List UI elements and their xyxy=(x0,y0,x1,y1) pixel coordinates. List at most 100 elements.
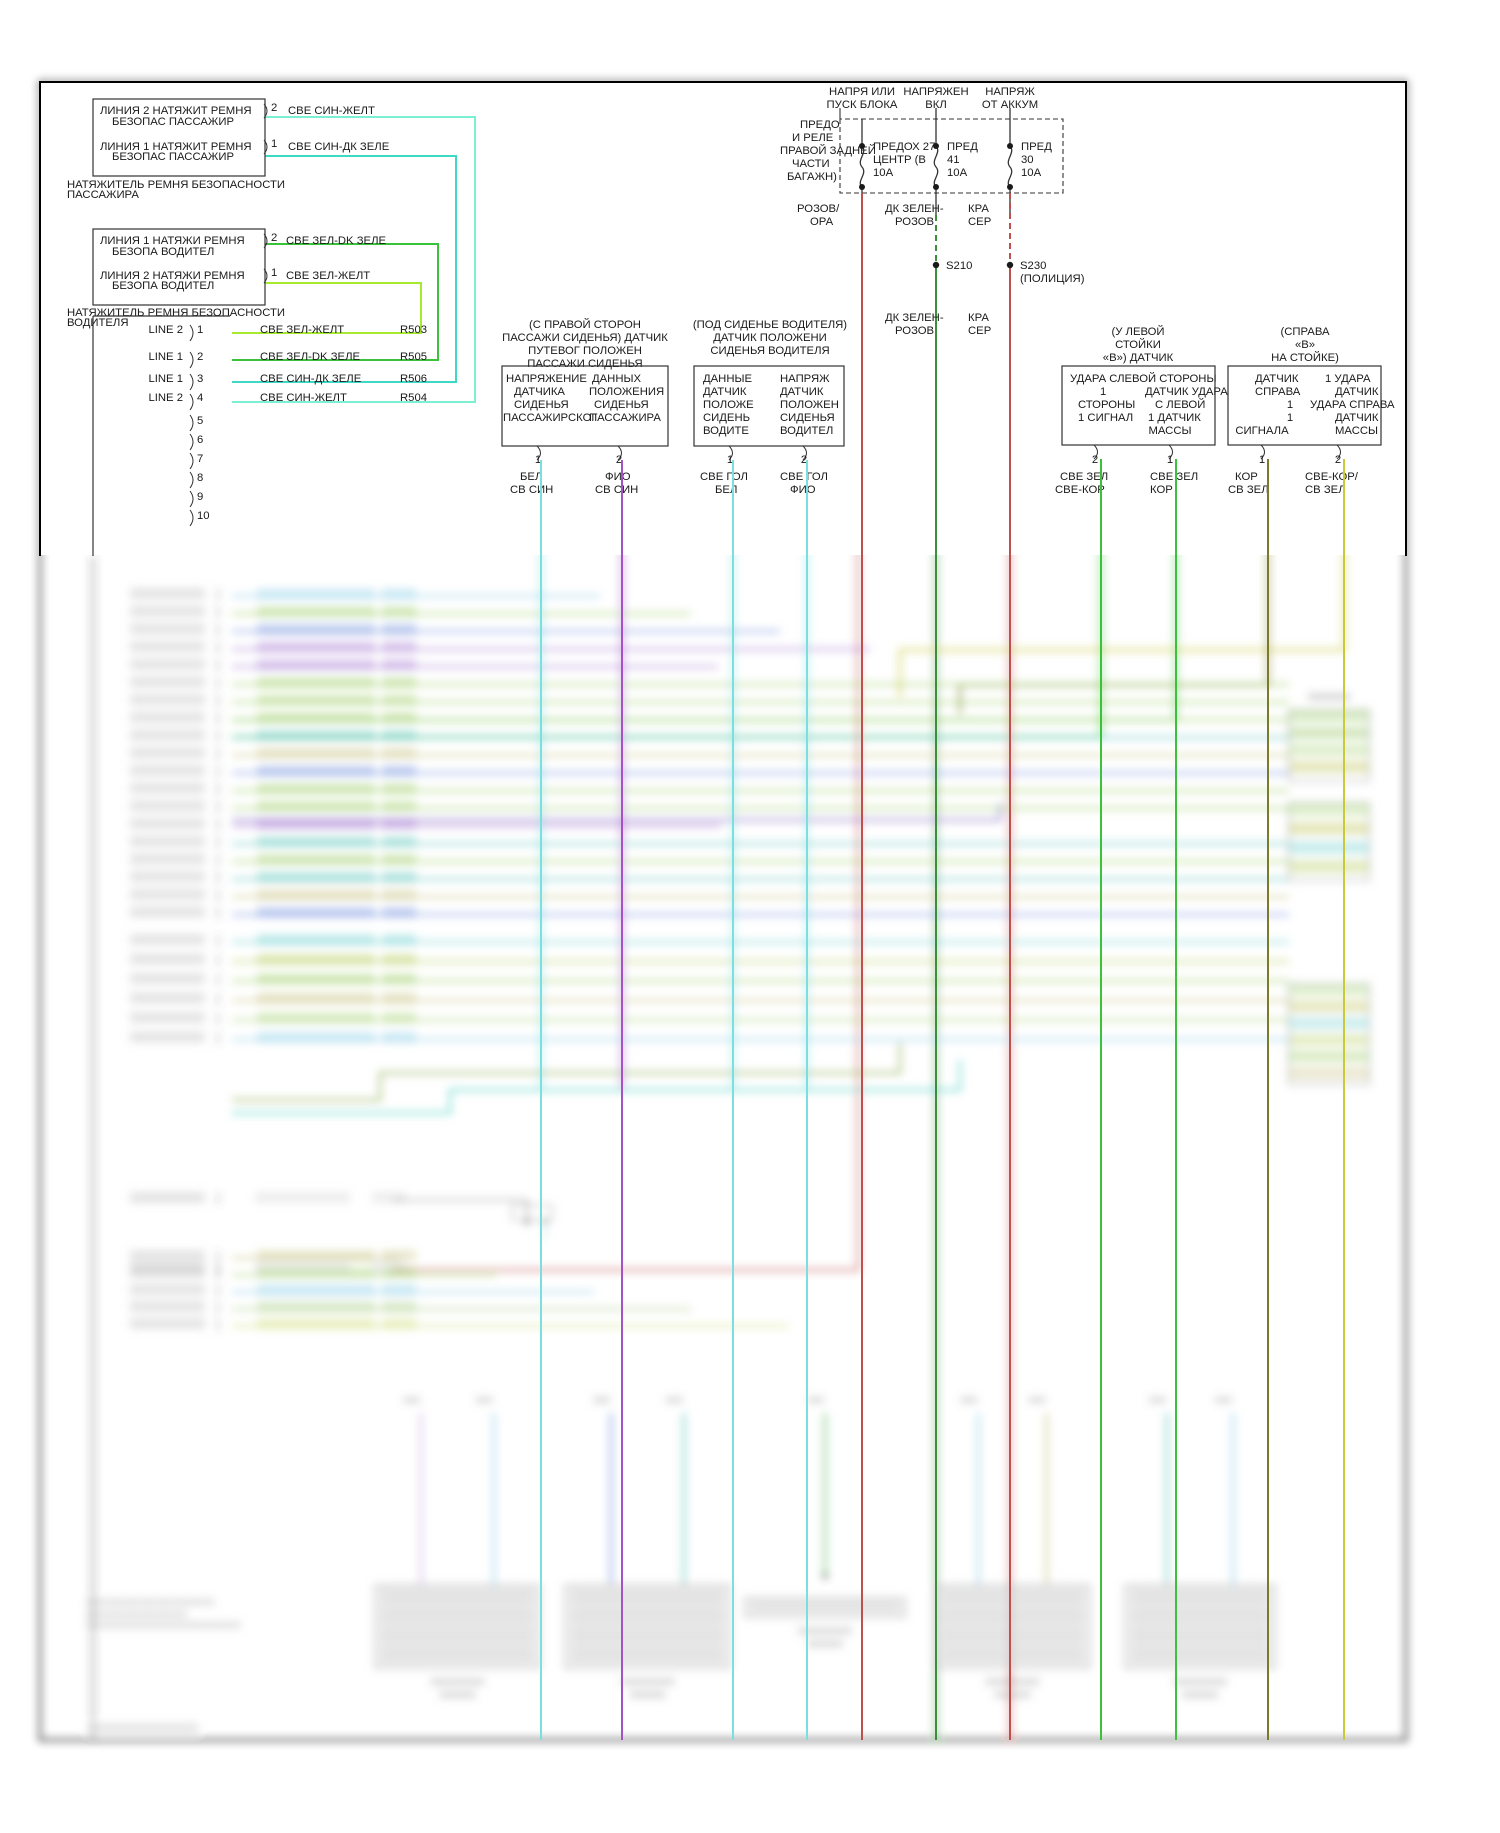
svg-text:ДАТЧИК: ДАТЧИК xyxy=(1335,412,1379,424)
svg-text:XXX: XXX xyxy=(666,1395,683,1405)
svg-text:СТОЙКИ: СТОЙКИ xyxy=(1115,338,1161,351)
svg-text:XXXXXXXXX: XXXXXXXXX xyxy=(1173,1677,1227,1687)
svg-text:КРА: КРА xyxy=(968,312,989,324)
svg-text:СИГНАЛА: СИГНАЛА xyxy=(1235,425,1289,437)
svg-text:1: 1 xyxy=(271,138,277,150)
svg-text:1: 1 xyxy=(1259,454,1265,466)
svg-text:(С ПРАВОЙ СТОРОН: (С ПРАВОЙ СТОРОН xyxy=(529,318,641,331)
svg-text:ФИО: ФИО xyxy=(790,484,816,496)
svg-text:1 СИГНАЛ: 1 СИГНАЛ xyxy=(1078,412,1133,424)
svg-text:«В») ДАТЧИК: «В») ДАТЧИК xyxy=(1103,352,1174,364)
svg-text:СВЕ ЗЕЛ-DK ЗЕЛЕ: СВЕ ЗЕЛ-DK ЗЕЛЕ xyxy=(286,235,387,247)
svg-text:РОЗОВ: РОЗОВ xyxy=(895,216,934,228)
svg-text:1: 1 xyxy=(1287,412,1293,424)
svg-text:XXXXXXXXX: XXXXXXXXX xyxy=(430,1677,484,1687)
svg-text:НАПРЯЖЕН: НАПРЯЖЕН xyxy=(903,86,968,98)
svg-text:ПУСК БЛОКА: ПУСК БЛОКА xyxy=(827,99,898,111)
svg-text:XXXXXXXXXXXXXXXXXXXXXXXXXXXXX: XXXXXXXXXXXXXXXXXXXXXXXXXXXXX xyxy=(86,1621,241,1630)
svg-text:НА СТОЙКЕ): НА СТОЙКЕ) xyxy=(1271,351,1339,364)
svg-text:СИДЕНЬЯ: СИДЕНЬЯ xyxy=(594,399,649,411)
svg-text:XXXXXXXXX: XXXXXXXXX xyxy=(620,1677,674,1687)
svg-text:КОР: КОР xyxy=(1150,484,1173,496)
svg-text:10А: 10А xyxy=(947,167,968,179)
svg-text:XXX: XXX xyxy=(403,1395,420,1405)
svg-text:СВЕ-КОР: СВЕ-КОР xyxy=(1055,484,1105,496)
svg-text:БЕЗОПАС ПАССАЖИР: БЕЗОПАС ПАССАЖИР xyxy=(112,151,234,163)
svg-text:МАССЫ: МАССЫ xyxy=(1335,425,1378,437)
svg-text:СВЕ ЗЕЛ-ЖЕЛТ: СВЕ ЗЕЛ-ЖЕЛТ xyxy=(286,270,370,282)
svg-text:XXXXXX: XXXXXX xyxy=(994,1690,1030,1700)
svg-text:СПРАВА: СПРАВА xyxy=(1255,386,1301,398)
svg-text:СИДЕНЬЯ: СИДЕНЬЯ xyxy=(514,399,569,411)
svg-text:ПОЛОЖЕНИЯ: ПОЛОЖЕНИЯ xyxy=(589,386,664,398)
svg-text:ПРЕДО: ПРЕДО xyxy=(800,119,840,131)
svg-text:S210: S210 xyxy=(946,260,972,272)
svg-text:ПАССАЖИРСКОГ: ПАССАЖИРСКОГ xyxy=(503,412,597,424)
svg-text:2: 2 xyxy=(271,232,277,244)
svg-text:ВОДИТЕ: ВОДИТЕ xyxy=(703,425,749,437)
svg-text:ДАТЧИК УДАРА: ДАТЧИК УДАРА xyxy=(1145,386,1228,398)
svg-text:2: 2 xyxy=(271,102,277,114)
svg-text:ПРЕД: ПРЕД xyxy=(1021,141,1052,153)
svg-text:R503: R503 xyxy=(400,324,427,336)
svg-text:НАПРЯ ИЛИ: НАПРЯ ИЛИ xyxy=(829,86,895,98)
svg-text:XXXXXXXXXXXXXXXXXXXXXXXX: XXXXXXXXXXXXXXXXXXXXXXXX xyxy=(86,1598,215,1607)
svg-text:(ПОД СИДЕНЬЕ ВОДИТЕЛЯ): (ПОД СИДЕНЬЕ ВОДИТЕЛЯ) xyxy=(693,319,847,331)
svg-text:5: 5 xyxy=(197,415,203,427)
svg-text:LINE 1: LINE 1 xyxy=(148,351,183,363)
svg-text:СВЕ СИН-ДК ЗЕЛЕ: СВЕ СИН-ДК ЗЕЛЕ xyxy=(260,373,362,385)
svg-text:ДАТЧИК: ДАТЧИК xyxy=(703,386,747,398)
svg-text:СТОРОНЫ: СТОРОНЫ xyxy=(1078,399,1135,411)
svg-text:ДАТЧИКА: ДАТЧИКА xyxy=(514,386,565,398)
svg-text:41: 41 xyxy=(947,154,960,166)
svg-text:ДАТЧИК: ДАТЧИК xyxy=(1255,373,1299,385)
svg-text:XXX: XXX xyxy=(960,1395,977,1405)
svg-text:XXX: XXX xyxy=(1149,1395,1166,1405)
svg-text:БЕЗОПА ВОДИТЕЛ: БЕЗОПА ВОДИТЕЛ xyxy=(112,246,214,258)
svg-text:СЕР: СЕР xyxy=(968,325,991,337)
svg-text:СЕР: СЕР xyxy=(968,216,991,228)
svg-text:1 ДАТЧИК: 1 ДАТЧИК xyxy=(1148,412,1201,424)
svg-text:1 УДАРА: 1 УДАРА xyxy=(1325,373,1371,385)
svg-text:XXX: XXX xyxy=(1215,1395,1232,1405)
svg-text:ДАННЫХ: ДАННЫХ xyxy=(592,373,642,385)
svg-text:8: 8 xyxy=(197,472,203,484)
svg-text:ДАТЧИК ПОЛОЖЕНИ: ДАТЧИК ПОЛОЖЕНИ xyxy=(713,332,827,344)
svg-text:РОЗОВ: РОЗОВ xyxy=(895,325,934,337)
svg-text:БЕЛ: БЕЛ xyxy=(715,484,737,496)
svg-text:СВ ЗЕЛ: СВ ЗЕЛ xyxy=(1305,484,1346,496)
svg-text:XXXXXXXXXXXXXXXXXXX: XXXXXXXXXXXXXXXXXXX xyxy=(86,1610,188,1619)
svg-text:РОЗОВ/: РОЗОВ/ xyxy=(797,203,840,215)
svg-text:БАГАЖН): БАГАЖН) xyxy=(787,171,837,183)
svg-text:ДК ЗЕЛЕН-: ДК ЗЕЛЕН- xyxy=(885,203,944,215)
svg-text:МАССЫ: МАССЫ xyxy=(1148,425,1191,437)
svg-text:УДАРА СПРАВА: УДАРА СПРАВА xyxy=(1310,399,1395,411)
svg-text:СВЕ СИН-ЖЕЛТ: СВЕ СИН-ЖЕЛТ xyxy=(260,392,347,404)
svg-text:ПАССАЖИРА: ПАССАЖИРА xyxy=(67,189,139,201)
svg-text:30: 30 xyxy=(1021,154,1034,166)
svg-text:7: 7 xyxy=(197,453,203,465)
svg-text:СВ ЗЕЛ: СВ ЗЕЛ xyxy=(1228,484,1269,496)
svg-text:ПУТЕВОГ ПОЛОЖЕН: ПУТЕВОГ ПОЛОЖЕН xyxy=(528,345,642,357)
svg-text:XXX: XXX xyxy=(593,1395,610,1405)
svg-text:БЕЗОПА ВОДИТЕЛ: БЕЗОПА ВОДИТЕЛ xyxy=(112,280,214,292)
svg-text:БЕЗОПАС ПАССАЖИР: БЕЗОПАС ПАССАЖИР xyxy=(112,116,234,128)
svg-text:СВЕ ЗЕЛ: СВЕ ЗЕЛ xyxy=(1150,471,1198,483)
svg-text:СВЕ ГОЛ: СВЕ ГОЛ xyxy=(700,471,748,483)
svg-text:XXXXXX: XXXXXX xyxy=(439,1690,475,1700)
svg-text:1: 1 xyxy=(1167,454,1173,466)
svg-text:9: 9 xyxy=(197,491,203,503)
svg-text:СВЕ СИН-ЖЕЛТ: СВЕ СИН-ЖЕЛТ xyxy=(288,105,375,117)
svg-text:СВЕ ЗЕЛ-ЖЕЛТ: СВЕ ЗЕЛ-ЖЕЛТ xyxy=(260,324,344,336)
svg-text:НАПРЯЖЕНИЕ: НАПРЯЖЕНИЕ xyxy=(506,373,587,385)
svg-text:ПАССАЖИРА: ПАССАЖИРА xyxy=(589,412,661,424)
svg-text:XXXXXX: XXXXXX xyxy=(629,1690,665,1700)
svg-text:2: 2 xyxy=(1092,454,1098,466)
svg-text:ДК ЗЕЛЕН-: ДК ЗЕЛЕН- xyxy=(885,312,944,324)
svg-text:ВОДИТЕЛЯ: ВОДИТЕЛЯ xyxy=(67,317,128,329)
svg-text:2: 2 xyxy=(197,351,203,363)
svg-text:(СПРАВА: (СПРАВА xyxy=(1280,326,1330,338)
svg-text:ПОЛОЖЕ: ПОЛОЖЕ xyxy=(703,399,754,411)
svg-text:1: 1 xyxy=(271,267,277,279)
svg-text:2: 2 xyxy=(1335,454,1341,466)
